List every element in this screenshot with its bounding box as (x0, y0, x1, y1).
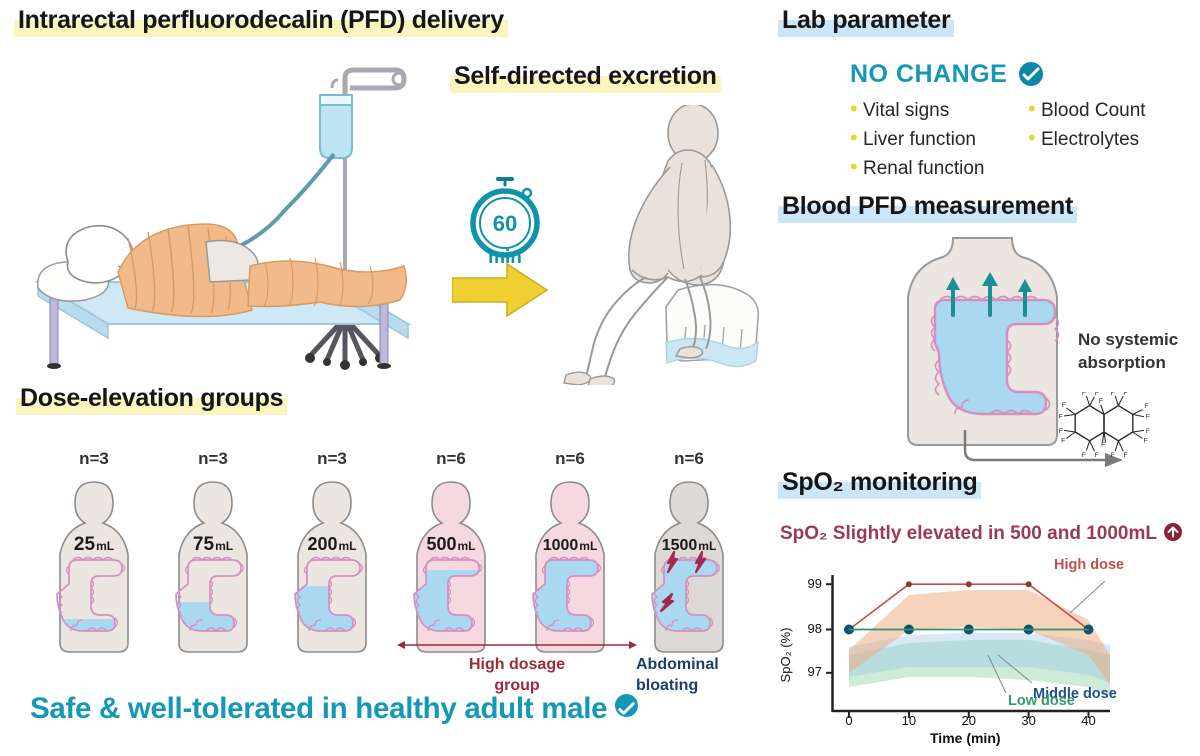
svg-text:F: F (1144, 437, 1148, 444)
svg-text:F: F (1144, 403, 1148, 410)
svg-text:F: F (1095, 452, 1099, 459)
svg-text:F: F (1111, 452, 1115, 459)
svg-text:F: F (1062, 402, 1066, 409)
svg-text:n=3: n=3 (317, 452, 347, 468)
svg-text:99: 99 (808, 576, 822, 591)
svg-text:F: F (1082, 392, 1086, 397)
svg-text:30: 30 (1021, 713, 1035, 728)
svg-text:F: F (1059, 428, 1063, 435)
svg-text:n=3: n=3 (198, 452, 228, 468)
svg-text:Low dose: Low dose (1008, 693, 1075, 709)
svg-text:1000mL: 1000mL (543, 537, 598, 554)
svg-text:F: F (1061, 437, 1065, 444)
svg-text:F: F (1146, 413, 1150, 420)
svg-text:SpO₂ (%): SpO₂ (%) (778, 628, 793, 683)
svg-text:F: F (1111, 392, 1115, 397)
svg-text:F: F (1099, 398, 1103, 405)
svg-text:F: F (1101, 441, 1105, 448)
svg-text:n=6: n=6 (436, 452, 466, 468)
svg-text:40: 40 (1081, 713, 1095, 728)
svg-text:F: F (1124, 392, 1128, 397)
svg-text:F: F (1124, 452, 1128, 459)
svg-text:97: 97 (808, 664, 822, 679)
svg-text:F: F (1146, 428, 1150, 435)
svg-text:60: 60 (493, 211, 517, 236)
svg-text:F: F (1095, 392, 1099, 397)
svg-text:High dose: High dose (1054, 557, 1124, 573)
svg-text:10: 10 (902, 713, 916, 728)
svg-text:F: F (1082, 452, 1086, 459)
svg-text:n=6: n=6 (555, 452, 585, 468)
svg-text:0: 0 (845, 713, 852, 728)
svg-text:20: 20 (962, 713, 976, 728)
svg-text:98: 98 (808, 621, 822, 636)
svg-text:n=6: n=6 (674, 452, 704, 468)
svg-text:F: F (1059, 413, 1063, 420)
svg-text:n=3: n=3 (79, 452, 109, 468)
svg-text:1500mL: 1500mL (662, 537, 717, 554)
